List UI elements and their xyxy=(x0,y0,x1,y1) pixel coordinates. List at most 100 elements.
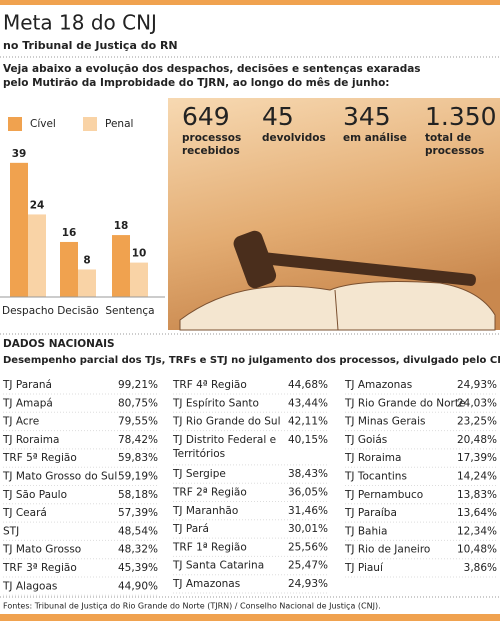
row-name: TJ Goiás xyxy=(344,434,387,446)
subtitle: no Tribunal de Justiça do RN xyxy=(3,39,178,52)
row-name: TJ Amazonas xyxy=(172,578,240,590)
row-name: TJ Maranhão xyxy=(172,505,238,517)
stat-label: recebidos xyxy=(182,145,240,157)
section-subtitle: Desempenho parcial dos TJs, TRFs e STJ n… xyxy=(3,355,500,366)
row-value: 45,39% xyxy=(118,562,158,574)
row-value: 12,34% xyxy=(457,525,497,537)
stat-label: processos xyxy=(425,145,484,157)
stat-value: 1.350 xyxy=(425,102,497,131)
value-label: 10 xyxy=(132,248,147,260)
stat-label: total de xyxy=(425,132,471,144)
bar xyxy=(10,162,28,297)
row-name: TJ Amazonas xyxy=(344,379,412,391)
row-value: 59,83% xyxy=(118,452,158,464)
row-value: 24,03% xyxy=(457,397,497,409)
row-value: 25,56% xyxy=(288,541,328,553)
row-value: 42,11% xyxy=(288,416,328,428)
top-bar xyxy=(0,0,500,5)
value-label: 39 xyxy=(12,148,27,160)
row-value: 30,01% xyxy=(288,523,328,535)
x-tick-label: Despacho xyxy=(2,305,54,317)
row-value: 59,19% xyxy=(118,471,158,483)
value-label: 24 xyxy=(30,199,45,211)
row-value: 44,90% xyxy=(118,580,158,592)
gavel-handle xyxy=(261,252,476,286)
row-name: TJ Espírito Santo xyxy=(172,397,259,409)
row-name: TJ Sergipe xyxy=(172,468,226,480)
row-value: 79,55% xyxy=(118,416,158,428)
row-value: 43,44% xyxy=(288,397,328,409)
row-name: TRF 3ª Região xyxy=(2,562,77,574)
stat-label: em análise xyxy=(343,132,407,144)
bar xyxy=(60,241,78,297)
legend-swatch xyxy=(83,117,97,131)
row-value: 48,54% xyxy=(118,525,158,537)
row-name: TJ Alagoas xyxy=(2,580,57,592)
row-name: TJ Roraima xyxy=(2,434,59,446)
row-name: TJ Paraná xyxy=(2,379,52,391)
bar xyxy=(78,269,96,297)
section-title: DADOS NACIONAIS xyxy=(3,338,115,350)
row-name: STJ xyxy=(3,525,19,537)
legend-label: Penal xyxy=(105,118,133,130)
row-name: TJ Tocantins xyxy=(344,471,407,483)
row-name: TRF 2ª Região xyxy=(172,487,247,499)
row-name: TRF 4ª Região xyxy=(172,379,247,391)
row-name: TJ Amapá xyxy=(2,397,53,409)
row-value: 13,64% xyxy=(457,507,497,519)
row-value: 99,21% xyxy=(118,379,158,391)
source: Fontes: Tribunal de Justiça do Rio Grand… xyxy=(3,602,381,611)
row-value: 3,86% xyxy=(464,562,497,574)
row-value: 10,48% xyxy=(457,544,497,556)
row-value: 24,93% xyxy=(288,578,328,590)
stat-label: devolvidos xyxy=(262,132,326,144)
gavel-head xyxy=(233,230,277,289)
row-name: TJ Rio Grande do Norte xyxy=(344,397,465,409)
x-tick-label: Sentença xyxy=(105,305,154,317)
intro: Veja abaixo a evolução dos despachos, de… xyxy=(3,63,421,75)
stat-label: processos xyxy=(182,132,241,144)
x-tick-label: Decisão xyxy=(57,305,99,317)
row-name: TJ Bahia xyxy=(344,525,388,537)
row-name: TJ Roraima xyxy=(344,452,401,464)
row-name: TJ Rio Grande do Sul xyxy=(172,416,281,428)
row-name: TRF 1ª Região xyxy=(172,541,247,553)
row-value: 44,68% xyxy=(288,379,328,391)
stat-value: 45 xyxy=(262,102,294,131)
row-value: 25,47% xyxy=(288,560,328,572)
row-name: TJ Acre xyxy=(2,416,39,428)
row-value: 36,05% xyxy=(288,487,328,499)
row-value: 58,18% xyxy=(118,489,158,501)
row-value: 24,93% xyxy=(457,379,497,391)
row-value: 57,39% xyxy=(118,507,158,519)
row-name: TJ Mato Grosso xyxy=(2,544,81,556)
bar xyxy=(28,214,46,297)
row-value: 13,83% xyxy=(457,489,497,501)
row-name: TJ Minas Gerais xyxy=(344,416,425,428)
value-label: 18 xyxy=(114,220,129,232)
row-value: 23,25% xyxy=(457,416,497,428)
row-name: TJ Rio de Janeiro xyxy=(344,544,430,556)
row-value: 31,46% xyxy=(288,505,328,517)
intro: pelo Mutirão da Improbidade do TJRN, ao … xyxy=(3,77,390,89)
row-name: TJ Santa Catarina xyxy=(172,560,264,572)
title: Meta 18 do CNJ xyxy=(3,11,157,35)
row-value: 14,24% xyxy=(457,471,497,483)
row-value: 80,75% xyxy=(118,397,158,409)
row-value: 48,32% xyxy=(118,544,158,556)
row-name: TRF 5ª Região xyxy=(2,452,77,464)
legend-swatch xyxy=(8,117,22,131)
bar xyxy=(130,262,148,297)
row-name: TJ São Paulo xyxy=(2,489,67,501)
stat-value: 649 xyxy=(182,102,230,131)
book xyxy=(179,281,496,331)
row-value: 40,15% xyxy=(288,434,328,446)
row-name: TJ Distrito Federal e Territórios xyxy=(172,434,276,460)
row-name: TJ Mato Grosso do Sul xyxy=(2,471,117,483)
stat-value: 345 xyxy=(343,102,391,131)
row-value: 17,39% xyxy=(457,452,497,464)
bar xyxy=(112,235,130,297)
row-value: 78,42% xyxy=(118,434,158,446)
row-name: TJ Piauí xyxy=(344,562,384,574)
